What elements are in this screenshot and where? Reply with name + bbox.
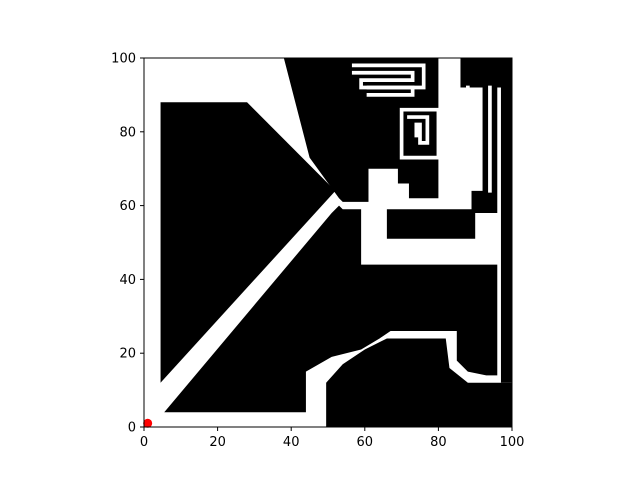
x-tick-label: 20 bbox=[209, 435, 226, 450]
y-tick-label: 100 bbox=[111, 52, 136, 67]
obstacle-upper-right-block bbox=[386, 209, 476, 239]
x-tick-label: 0 bbox=[140, 435, 148, 450]
free-spiral-path bbox=[407, 115, 430, 145]
x-tick-label: 40 bbox=[283, 435, 300, 450]
axes-area bbox=[143, 57, 513, 428]
free-maze-path-a bbox=[351, 63, 426, 90]
y-tick-label: 60 bbox=[119, 199, 136, 214]
y-tick-label: 80 bbox=[119, 125, 136, 140]
obstacle-right-column bbox=[500, 87, 512, 383]
x-tick-label: 60 bbox=[357, 435, 374, 450]
y-tick-label: 40 bbox=[119, 273, 136, 288]
y-tick-label: 20 bbox=[119, 347, 136, 362]
free-spiral-frame bbox=[399, 107, 441, 160]
x-tick-label: 100 bbox=[500, 435, 525, 450]
start-marker bbox=[143, 418, 153, 428]
obstacle-left-triangle bbox=[160, 102, 336, 383]
y-axis: 0 20 40 60 80 100 bbox=[111, 52, 144, 436]
y-tick-label: 0 bbox=[128, 421, 136, 436]
free-maze-path-b bbox=[366, 85, 415, 97]
obstacle-layer bbox=[160, 58, 512, 427]
obstacle-bottom-right-region bbox=[326, 338, 512, 427]
x-axis: 0 20 40 60 80 100 bbox=[140, 427, 525, 450]
free-path-layer bbox=[351, 63, 492, 193]
x-tick-label: 80 bbox=[430, 435, 447, 450]
obstacle-center-triangle bbox=[164, 205, 498, 413]
axes-frame bbox=[143, 57, 513, 428]
obstacle-top-diagonal-region bbox=[283, 58, 512, 213]
